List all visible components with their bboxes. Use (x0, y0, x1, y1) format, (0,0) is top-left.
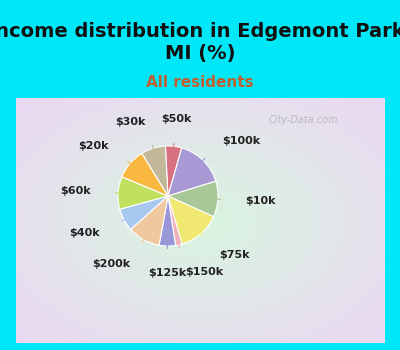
Text: $200k: $200k (92, 259, 130, 269)
Wedge shape (168, 196, 182, 245)
Wedge shape (118, 177, 168, 209)
Text: City-Data.com: City-Data.com (268, 115, 338, 125)
Text: $30k: $30k (115, 117, 145, 127)
Wedge shape (122, 153, 168, 196)
Wedge shape (168, 148, 216, 196)
Wedge shape (159, 196, 176, 246)
Text: $40k: $40k (69, 228, 100, 238)
Text: $20k: $20k (79, 141, 109, 150)
Text: Income distribution in Edgemont Park,
MI (%): Income distribution in Edgemont Park, MI… (0, 22, 400, 63)
Wedge shape (168, 196, 214, 244)
Text: $75k: $75k (219, 250, 249, 260)
Text: $150k: $150k (185, 267, 223, 276)
Text: All residents: All residents (146, 75, 254, 90)
Wedge shape (131, 196, 168, 245)
Wedge shape (165, 146, 182, 196)
Wedge shape (142, 146, 168, 196)
Text: $125k: $125k (148, 268, 186, 279)
Text: $60k: $60k (60, 186, 91, 196)
Text: $50k: $50k (162, 114, 192, 124)
Wedge shape (120, 196, 168, 229)
Wedge shape (168, 181, 218, 217)
Text: $100k: $100k (222, 135, 260, 146)
Text: $10k: $10k (245, 196, 276, 206)
